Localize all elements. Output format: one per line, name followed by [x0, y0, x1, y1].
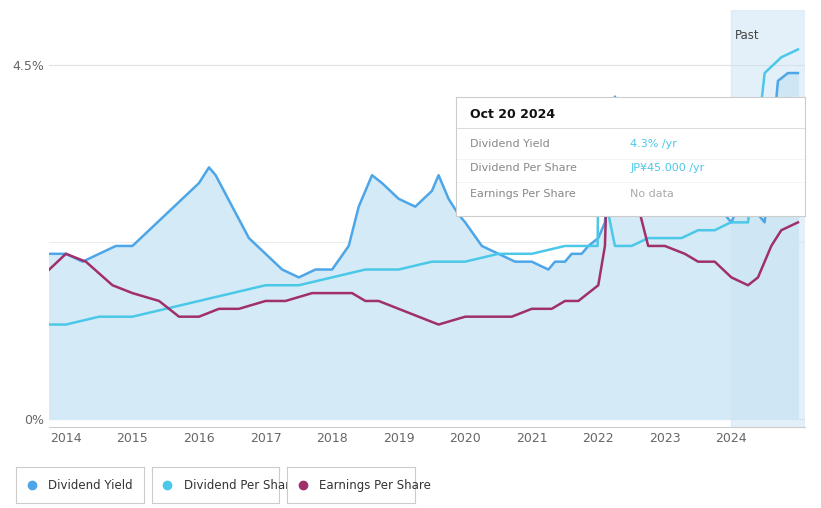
Text: 4.3% /yr: 4.3% /yr: [631, 139, 677, 149]
Text: Dividend Yield: Dividend Yield: [48, 479, 133, 492]
Bar: [732, 10, 805, 427]
Text: Past: Past: [735, 28, 759, 42]
Text: JP¥45.000 /yr: JP¥45.000 /yr: [631, 163, 704, 173]
Text: No data: No data: [631, 189, 674, 200]
Text: Dividend Per Share: Dividend Per Share: [184, 479, 297, 492]
Text: Dividend Per Share: Dividend Per Share: [470, 163, 576, 173]
Text: Dividend Yield: Dividend Yield: [470, 139, 549, 149]
Text: Oct 20 2024: Oct 20 2024: [470, 109, 555, 121]
Text: Earnings Per Share: Earnings Per Share: [470, 189, 576, 200]
Text: Earnings Per Share: Earnings Per Share: [319, 479, 431, 492]
